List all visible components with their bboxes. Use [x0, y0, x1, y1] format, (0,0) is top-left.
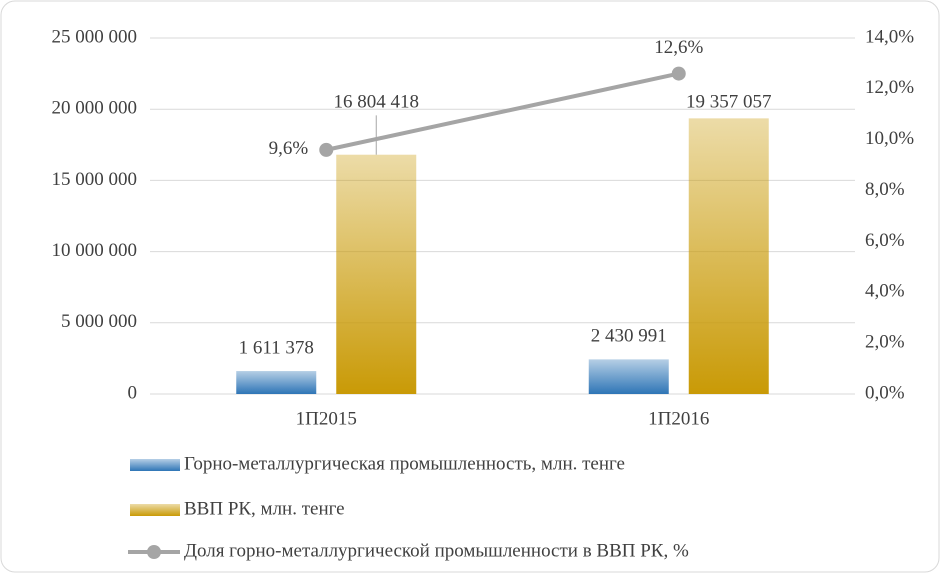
legend-label: ВВП РК, млн. тенге	[184, 498, 345, 519]
y2-tick-label: 10,0%	[865, 128, 914, 149]
line-point	[671, 66, 686, 81]
data-label: 19 357 057	[686, 92, 772, 113]
y2-tick-label: 4,0%	[865, 281, 905, 302]
legend-swatch	[147, 545, 161, 559]
x-tick-label: 1П2016	[648, 408, 709, 429]
y-tick-label: 15 000 000	[52, 169, 138, 190]
line	[325, 71, 680, 152]
line-point	[319, 142, 334, 157]
legend-swatch	[130, 504, 180, 516]
data-label: 9,6%	[269, 138, 309, 159]
bar	[588, 359, 669, 394]
y2-tick-label: 6,0%	[865, 230, 905, 251]
legend-label: Доля горно-металлургической промышленнос…	[184, 540, 689, 561]
data-label: 16 804 418	[334, 92, 420, 113]
legend-label: Горно-металлургическая промышленность, м…	[184, 453, 625, 474]
y2-tick-label: 0,0%	[865, 382, 905, 403]
y-tick-label: 20 000 000	[52, 98, 138, 119]
bar	[236, 371, 317, 394]
y-tick-label: 10 000 000	[52, 240, 138, 261]
y-tick-label: 5 000 000	[61, 311, 137, 332]
data-label: 2 430 991	[591, 326, 667, 347]
data-label: 12,6%	[654, 37, 703, 58]
y2-tick-label: 8,0%	[865, 179, 905, 200]
y2-tick-label: 2,0%	[865, 332, 905, 353]
bar	[688, 118, 769, 395]
y-tick-label: 0	[128, 382, 138, 403]
bar	[336, 154, 417, 394]
y2-tick-label: 12,0%	[865, 77, 914, 98]
y-tick-label: 25 000 000	[52, 26, 138, 47]
data-label: 1 611 378	[239, 337, 314, 358]
x-tick-label: 1П2015	[296, 408, 357, 429]
legend-swatch	[130, 459, 180, 471]
y2-tick-label: 14,0%	[865, 26, 914, 47]
